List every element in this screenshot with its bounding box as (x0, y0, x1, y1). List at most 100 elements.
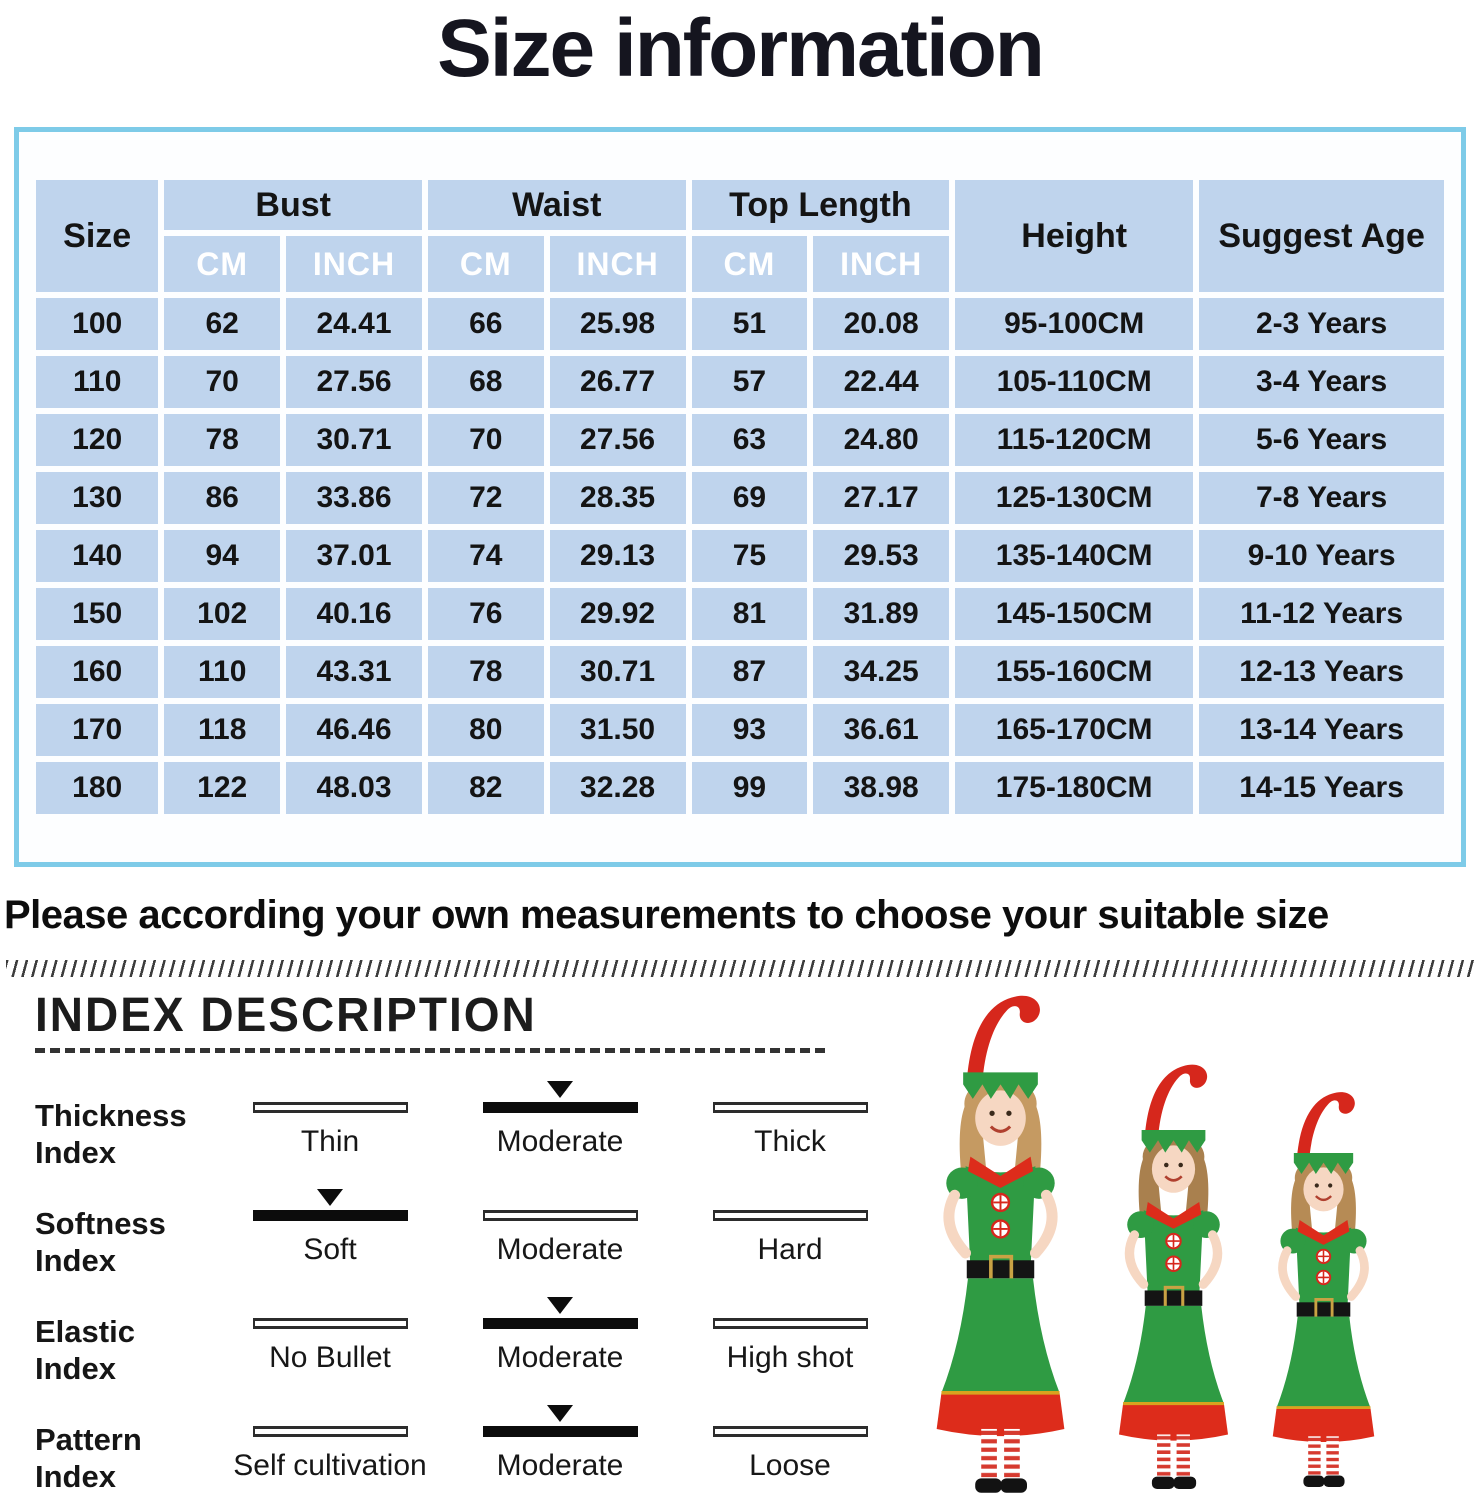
index-option: Moderate (445, 1072, 675, 1159)
size-table-panel: Size Bust Waist Top Length Height Sugges… (14, 127, 1466, 867)
elf-costume-figures (890, 978, 1480, 1500)
size-table-cell-bust_inch: 46.46 (285, 704, 422, 756)
size-table-cell-bust_inch: 33.86 (285, 472, 422, 524)
index-bar (712, 1102, 868, 1113)
size-table-cell-size: 170 (36, 704, 159, 756)
index-bar (252, 1102, 408, 1113)
size-table-cell-height: 95-100CM (955, 298, 1194, 350)
size-table-cell-age: 5-6 Years (1199, 414, 1444, 466)
size-table-row: 130 86 33.86 72 28.35 69 27.17 125-130CM 7-8 Yea… (36, 472, 1444, 524)
size-table-cell-bust_inch: 48.03 (285, 762, 422, 814)
index-row: Elastic Index No Bullet Moderate High shot (0, 1288, 910, 1396)
size-table-cell-top_cm: 75 (691, 530, 808, 582)
size-table-cell-top_inch: 31.89 (813, 588, 950, 640)
size-table-cell-bust_cm: 70 (164, 356, 280, 408)
col-header-bust: Bust (164, 180, 422, 230)
index-row-label: Thickness Index (35, 1098, 187, 1170)
index-option: Moderate (445, 1396, 675, 1483)
size-table-cell-age: 14-15 Years (1199, 762, 1444, 814)
size-table-cell-bust_cm: 122 (164, 762, 280, 814)
index-row-label: Pattern Index (35, 1422, 142, 1494)
size-table-cell-waist_cm: 68 (427, 356, 544, 408)
subheader-waist-cm: CM (427, 236, 544, 292)
selected-marker-icon (547, 1072, 573, 1102)
index-bar (252, 1318, 408, 1329)
size-table-cell-bust_inch: 37.01 (285, 530, 422, 582)
size-table-cell-top_cm: 93 (691, 704, 808, 756)
size-table-cell-waist_cm: 70 (427, 414, 544, 466)
subheader-top-inch: INCH (813, 236, 950, 292)
index-option-label: Moderate (496, 1125, 624, 1158)
size-table-cell-bust_cm: 118 (164, 704, 280, 756)
subheader-bust-cm: CM (164, 236, 280, 292)
index-bar-selected (252, 1210, 408, 1221)
size-table-cell-waist_cm: 82 (427, 762, 544, 814)
size-table-cell-top_cm: 99 (691, 762, 808, 814)
size-table-cell-top_inch: 27.17 (813, 472, 950, 524)
index-bar-selected (482, 1318, 638, 1329)
index-option-label: Moderate (496, 1341, 624, 1374)
index-option: Hard (675, 1180, 905, 1267)
selected-marker-icon (547, 1288, 573, 1318)
index-option-label: Thin (300, 1125, 360, 1158)
size-table-cell-size: 110 (36, 356, 159, 408)
size-table-cell-waist_inch: 30.71 (549, 646, 686, 698)
index-option-label: Moderate (496, 1449, 624, 1482)
index-option: Thick (675, 1072, 905, 1159)
size-table-cell-top_cm: 81 (691, 588, 808, 640)
index-option-label: No Bullet (269, 1341, 391, 1374)
index-option-label: Loose (749, 1449, 831, 1482)
size-table-cell-waist_cm: 72 (427, 472, 544, 524)
index-option: Moderate (445, 1180, 675, 1267)
size-table-cell-bust_cm: 86 (164, 472, 280, 524)
size-table-cell-waist_cm: 76 (427, 588, 544, 640)
size-table-cell-waist_cm: 74 (427, 530, 544, 582)
index-bar (482, 1210, 638, 1221)
size-table-cell-bust_inch: 24.41 (285, 298, 422, 350)
index-option-label: Soft (303, 1233, 357, 1266)
index-bar (252, 1426, 408, 1437)
col-header-top-length: Top Length (691, 180, 950, 230)
triangle-down-icon (547, 1405, 573, 1422)
size-table-cell-height: 175-180CM (955, 762, 1194, 814)
measurement-note: Please according your own measurements t… (4, 893, 1329, 937)
size-table-cell-top_inch: 22.44 (813, 356, 950, 408)
hatched-divider (6, 960, 1474, 977)
size-table-cell-top_inch: 20.08 (813, 298, 950, 350)
col-header-suggest-age: Suggest Age (1199, 180, 1444, 292)
size-table-cell-bust_inch: 30.71 (285, 414, 422, 466)
size-table-cell-waist_cm: 80 (427, 704, 544, 756)
size-table-cell-waist_inch: 25.98 (549, 298, 686, 350)
subheader-top-cm: CM (691, 236, 808, 292)
size-table-cell-waist_inch: 31.50 (549, 704, 686, 756)
size-table-cell-top_inch: 24.80 (813, 414, 950, 466)
size-table-cell-bust_cm: 94 (164, 530, 280, 582)
size-table-cell-top_cm: 51 (691, 298, 808, 350)
index-option: Self cultivation (215, 1396, 445, 1483)
size-table-cell-size: 130 (36, 472, 159, 524)
size-table-cell-bust_cm: 62 (164, 298, 280, 350)
index-option-label: Self cultivation (233, 1449, 427, 1482)
size-table-cell-top_cm: 87 (691, 646, 808, 698)
size-table-row: 170 118 46.46 80 31.50 93 36.61 165-170CM 13-14 … (36, 704, 1444, 756)
size-table-cell-bust_cm: 78 (164, 414, 280, 466)
size-table-cell-age: 11-12 Years (1199, 588, 1444, 640)
size-table-cell-waist_cm: 78 (427, 646, 544, 698)
elf-costume-teen-image (1086, 1058, 1261, 1490)
index-option: Soft (215, 1180, 445, 1267)
index-row-label: Softness Index (35, 1206, 166, 1278)
size-table-cell-height: 115-120CM (955, 414, 1194, 466)
index-description-rows: Thickness Index Thin Moderate Thick Softness… (0, 1072, 910, 1500)
index-option: High shot (675, 1288, 905, 1375)
size-table-cell-top_cm: 63 (691, 414, 808, 466)
size-table-cell-waist_inch: 28.35 (549, 472, 686, 524)
size-table-cell-height: 105-110CM (955, 356, 1194, 408)
size-table-cell-top_inch: 34.25 (813, 646, 950, 698)
size-table-cell-size: 150 (36, 588, 159, 640)
size-table-cell-age: 3-4 Years (1199, 356, 1444, 408)
size-table-cell-age: 12-13 Years (1199, 646, 1444, 698)
index-option-label: Moderate (496, 1233, 624, 1266)
size-table: Size Bust Waist Top Length Height Sugges… (30, 174, 1450, 820)
col-header-size: Size (36, 180, 159, 292)
